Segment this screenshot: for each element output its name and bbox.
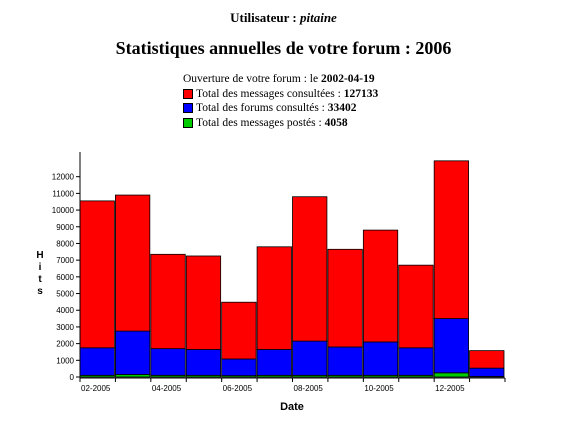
bar-segment-07-2005-s1 — [256, 349, 292, 376]
bars-group — [79, 160, 505, 378]
x-tick-label: 10-2005 — [364, 384, 394, 393]
opening-date: 2002-04-19 — [320, 73, 375, 85]
username: pitaine — [299, 10, 337, 25]
y-tick-label: 4000 — [56, 306, 74, 315]
legend-label: Total des messages postés : — [196, 116, 322, 129]
x-tick-label: 02-2005 — [81, 384, 111, 393]
bar-segment-10-2005-s1 — [362, 341, 399, 376]
opening-label: Ouverture de votre forum : le — [183, 73, 319, 85]
y-axis-label-letter: s — [37, 286, 43, 297]
x-axis-label: Date — [280, 401, 304, 413]
legend-label: Total des forums consultés : — [196, 102, 325, 114]
bar-segment-07-2005-s2 — [256, 246, 292, 350]
bar-segment-04-2005-s2 — [150, 253, 186, 350]
chart-title: Statistiques annuelles de votre forum : … — [115, 38, 452, 58]
x-tick-label: 06-2005 — [223, 384, 253, 393]
legend-value: 127133 — [343, 87, 379, 100]
bar-segment-01-2006-s1 — [469, 367, 505, 377]
bar-segment-04-2005-s1 — [150, 348, 186, 376]
legend-value: 4058 — [324, 116, 348, 129]
bar-segment-03-2005-s1 — [115, 330, 151, 375]
y-tick-label: 2000 — [56, 340, 74, 349]
y-tick-label: 5000 — [56, 290, 74, 299]
y-tick-label: 8000 — [56, 239, 74, 248]
y-tick-label: 11000 — [52, 189, 74, 198]
bar-segment-09-2005-s1 — [327, 346, 363, 376]
y-tick-label: 12000 — [52, 173, 75, 182]
bar-segment-02-2005-s2 — [79, 200, 115, 349]
bar-segment-10-2005-s2 — [362, 229, 399, 343]
y-axis-label-letter: i — [39, 262, 42, 273]
bar-segment-05-2005-s1 — [185, 349, 222, 376]
legend-item-messages-postes: Total des messages postés : 4058 — [183, 116, 378, 131]
legend-swatch-green — [183, 117, 193, 128]
bar-segment-12-2005-s0 — [433, 372, 469, 378]
bar-segment-12-2005-s1 — [433, 318, 469, 374]
bar-segment-05-2005-s2 — [185, 255, 222, 350]
y-axis-label-letter: H — [36, 250, 43, 261]
chart-legend: Ouverture de votre forum : le 2002-04-19… — [183, 72, 378, 130]
legend-label: Total des messages consultées : — [196, 87, 341, 100]
bar-segment-03-2005-s2 — [115, 194, 151, 332]
user-prefix: Utilisateur : — [230, 10, 300, 25]
y-tick-label: 3000 — [56, 323, 74, 332]
legend-swatch-red — [183, 88, 193, 99]
bar-segment-11-2005-s1 — [398, 347, 434, 376]
legend-swatch-blue — [183, 103, 193, 114]
y-tick-label: 7000 — [56, 256, 74, 265]
x-tick-label: 12-2005 — [435, 384, 465, 393]
legend-item-messages-consultees: Total des messages consultées : 127133 — [183, 87, 378, 102]
bar-segment-01-2006-s2 — [469, 350, 505, 369]
x-tick-label: 08-2005 — [294, 384, 324, 393]
bar-segment-06-2005-s2 — [221, 301, 257, 360]
y-tick-label: 0 — [70, 373, 75, 382]
bar-segment-08-2005-s2 — [292, 196, 328, 342]
user-line: Utilisateur : pitaine — [0, 10, 567, 26]
y-tick-label: 6000 — [56, 273, 74, 282]
bar-segment-02-2005-s1 — [79, 347, 115, 376]
y-axis-label-letter: t — [38, 274, 42, 285]
axes-group: 0 1000 2000 3000 4000 5000 6000 7000 8000 9000 100… — [52, 152, 506, 393]
bar-segment-11-2005-s2 — [398, 264, 434, 349]
y-tick-label: 10000 — [52, 206, 75, 215]
y-tick-label: 9000 — [56, 223, 74, 232]
legend-item-forums-consultes: Total des forums consultés : 33402 — [183, 101, 378, 116]
bar-segment-08-2005-s1 — [292, 340, 328, 376]
x-tick-label: 04-2005 — [152, 384, 182, 393]
bar-segment-12-2005-s2 — [433, 160, 469, 319]
y-tick-label: 1000 — [56, 356, 74, 365]
legend-value: 33402 — [327, 102, 357, 114]
bar-segment-06-2005-s1 — [221, 358, 257, 377]
legend-opening: Ouverture de votre forum : le 2002-04-19 — [183, 72, 378, 87]
bar-segment-09-2005-s2 — [327, 248, 363, 348]
